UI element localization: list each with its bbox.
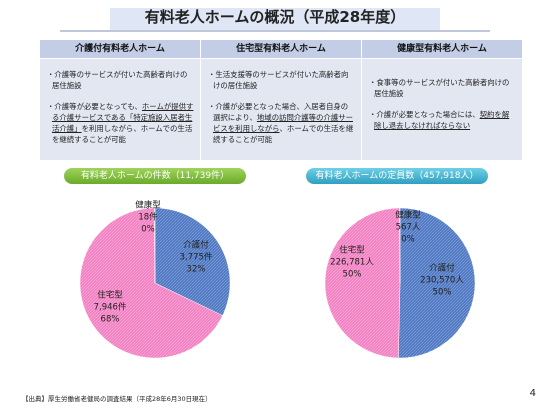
slice-percent-label: 50% bbox=[433, 288, 452, 298]
text: ・介護が必要となった場合には、 bbox=[369, 110, 480, 119]
header-cell: 介護付有料老人ホーム bbox=[40, 40, 200, 59]
slice-hatch bbox=[324, 208, 400, 358]
text: ・介護等のサービスが付いた高齢者向けの居住施設 bbox=[47, 70, 188, 90]
text: 、ホームでの生活を継続することが可能 bbox=[213, 124, 354, 144]
text: ・介護等が必要となっても、 bbox=[47, 102, 142, 111]
slice-percent-label: 0% bbox=[401, 235, 415, 245]
text: ・介護が必要となった場合、入居者自身の選択により、 bbox=[208, 102, 349, 122]
slice-percent-label: 32% bbox=[187, 265, 206, 275]
column: 健康型有料老人ホーム ・食事等のサービスが付いた高齢者向けの居住施設 ・介護が必… bbox=[362, 40, 522, 160]
pie-slice bbox=[399, 207, 401, 284]
slice-hatch bbox=[398, 208, 475, 358]
bullet: ・介護等が必要となっても、ホームが提供する介護サービスである「特定施設入居者生活… bbox=[40, 101, 200, 145]
slice-percent-label: 68% bbox=[101, 315, 120, 325]
bullet: ・生活支援等のサービスが付いた高齢者向けの居住施設 bbox=[201, 69, 361, 91]
slice-value-label: 3,775件 bbox=[180, 252, 213, 263]
slice-value-label: 7,946件 bbox=[94, 302, 127, 313]
pie-slice bbox=[154, 207, 156, 284]
bullet: ・介護が必要となった場合、入居者自身の選択により、地域の訪問介護等の介護サービス… bbox=[201, 101, 361, 145]
slice-category: 健康型 bbox=[135, 200, 161, 211]
slice-value-label: 567人 bbox=[396, 223, 421, 233]
page-title: 有料老人ホームの概況（平成28年度） bbox=[144, 8, 406, 26]
header-cell: 健康型有料老人ホーム bbox=[362, 40, 522, 59]
text: ・食事等のサービスが付いた高齢者向けの居住施設 bbox=[369, 78, 510, 98]
bullet: ・介護が必要となった場合には、契約を解除し退去しなければならない bbox=[362, 109, 522, 131]
slice-category: 住宅型 bbox=[339, 245, 365, 256]
slice-percent-label: 0% bbox=[141, 225, 155, 235]
slice-percent-label: 50% bbox=[343, 270, 362, 280]
header-cell: 住宅型有料老人ホーム bbox=[201, 40, 361, 59]
slice-hatch bbox=[155, 208, 231, 316]
chart-title: 有料老人ホームの件数（11,739件） bbox=[64, 168, 246, 184]
chart-title: 有料老人ホームの定員数（457,918人） bbox=[306, 168, 488, 184]
slice-category: 介護付 bbox=[183, 240, 209, 251]
column: 住宅型有料老人ホーム ・生活支援等のサービスが付いた高齢者向けの居住施設 ・介護… bbox=[201, 40, 362, 160]
underlined-text: 地域の訪問介護等の介護サービスを利用しながら bbox=[213, 113, 353, 133]
table: 介護付有料老人ホーム ・介護等のサービスが付いた高齢者向けの居住施設 ・介護等が… bbox=[40, 40, 522, 160]
slice-hatch bbox=[80, 208, 223, 358]
text: を利用しながら、ホームでの生活を継続することが可能 bbox=[52, 124, 193, 144]
title-band bbox=[110, 8, 440, 30]
slice-category: 介護付 bbox=[429, 263, 455, 274]
footer: 【出典】厚生労働省老健局の調査結果（平成28年6月30日現在） bbox=[22, 395, 212, 403]
column: 介護付有料老人ホーム ・介護等のサービスが付いた高齢者向けの居住施設 ・介護等が… bbox=[40, 40, 201, 160]
underlined-text: ホームが提供する介護サービスである「特定施設入居者生活介護」 bbox=[52, 102, 194, 133]
bullet: ・介護等のサービスが付いた高齢者向けの居住施設 bbox=[40, 69, 200, 91]
bullet: ・食事等のサービスが付いた高齢者向けの居住施設 bbox=[362, 77, 522, 99]
slice-value-label: 230,570人 bbox=[420, 276, 464, 286]
slice-value-label: 18件 bbox=[138, 212, 158, 223]
text: ・生活支援等のサービスが付いた高齢者向けの居住施設 bbox=[208, 70, 349, 90]
underlined-text: 契約を解除し退去しなければならない bbox=[374, 110, 510, 130]
slice-value-label: 226,781人 bbox=[330, 258, 374, 268]
slice-category: 住宅型 bbox=[97, 290, 123, 301]
slice-category: 健康型 bbox=[395, 210, 421, 221]
page-number: 4 bbox=[529, 388, 536, 399]
